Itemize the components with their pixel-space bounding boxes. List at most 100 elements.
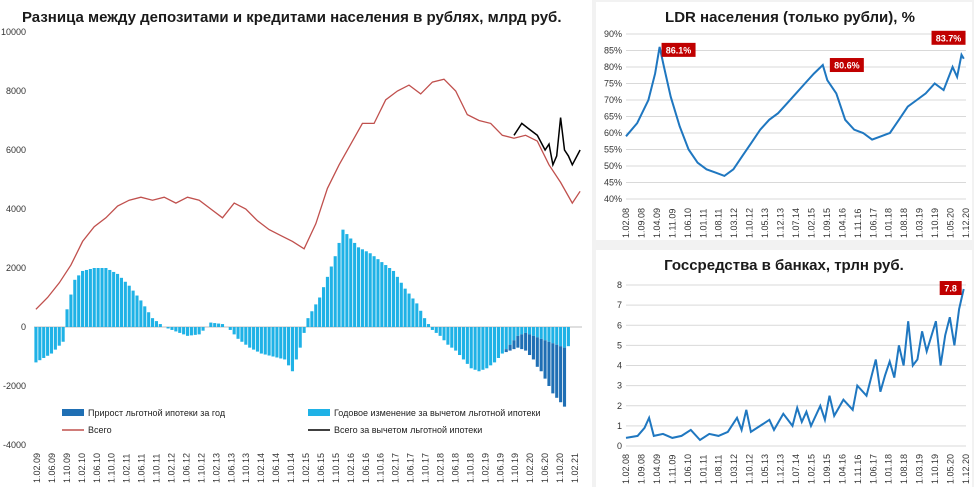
- xtick: 1.02.08: [621, 454, 631, 484]
- yoy-bar: [310, 311, 314, 327]
- yoy-bar: [298, 327, 302, 348]
- left-ytick: 2000: [6, 263, 26, 273]
- yoy-bar: [345, 234, 349, 327]
- xtick: 1.03.12: [729, 454, 739, 484]
- yoy-bar: [252, 327, 256, 350]
- left-ytick: 6000: [6, 145, 26, 155]
- left-xtick: 1.10.13: [241, 453, 251, 483]
- yoy-bar: [368, 253, 372, 327]
- left-xtick: 1.10.19: [510, 453, 520, 483]
- yoy-bar: [279, 327, 283, 359]
- xtick: 1.09.08: [636, 454, 646, 484]
- yoy-bar: [166, 327, 170, 329]
- left-xtick: 1.10.15: [331, 453, 341, 483]
- left-xtick: 1.06.17: [406, 453, 416, 483]
- left-ytick: 4000: [6, 204, 26, 214]
- left-ytick: 0: [21, 322, 26, 332]
- yoy-bar: [131, 290, 135, 327]
- yoy-bar: [353, 242, 357, 327]
- left-xtick: 1.02.09: [32, 453, 42, 483]
- yoy-bar: [96, 268, 100, 327]
- yoy-bar: [504, 327, 508, 350]
- yoy-bar: [527, 327, 532, 335]
- yoy-bar: [314, 304, 318, 327]
- left-xtick: 1.06.14: [271, 453, 281, 483]
- yoy-bar: [178, 327, 182, 333]
- yoy-bar: [240, 327, 244, 342]
- yoy-bar: [201, 327, 205, 331]
- yoy-bar: [244, 327, 248, 345]
- yoy-bar: [294, 327, 298, 360]
- ytick: 6: [617, 320, 622, 330]
- yoy-bar: [116, 273, 120, 327]
- xtick: 1.01.11: [698, 209, 708, 238]
- xtick: 1.02.15: [806, 208, 816, 238]
- yoy-bar: [325, 276, 329, 327]
- left-xtick: 1.10.20: [555, 453, 565, 483]
- yoy-bar: [77, 275, 81, 327]
- legend-net: Всего за вычетом льготной ипотеки: [334, 425, 482, 435]
- ytick: 60%: [604, 128, 622, 138]
- xtick: 1.12.13: [776, 454, 786, 484]
- left-xtick: 1.02.13: [211, 453, 221, 483]
- xtick: 1.09.15: [822, 208, 832, 238]
- yoy-bar: [531, 327, 535, 336]
- yoy-bar: [84, 269, 89, 327]
- left-xtick: 1.02.11: [122, 454, 132, 483]
- value-badge: [829, 58, 864, 73]
- xtick: 1.10.19: [930, 208, 940, 238]
- xtick: 1.11.09: [667, 209, 677, 238]
- yoy-bar: [364, 251, 368, 327]
- mortgage-bar: [559, 346, 563, 403]
- xtick: 1.01.11: [698, 455, 708, 484]
- yoy-bar: [147, 312, 151, 327]
- left-ytick: -2000: [3, 381, 26, 391]
- yoy-bar: [34, 327, 38, 363]
- xtick: 1.01.18: [884, 454, 894, 484]
- left-xtick: 1.06.19: [495, 453, 505, 483]
- value-badge: [939, 281, 962, 296]
- left-xtick: 1.06.12: [181, 453, 191, 483]
- left-xtick: 1.06.15: [316, 453, 326, 483]
- yoy-bar: [434, 327, 438, 333]
- left-xtick: 1.06.09: [47, 453, 57, 483]
- yoy-bar: [411, 298, 415, 327]
- value-badge: [931, 30, 966, 45]
- yoy-bar: [485, 327, 489, 369]
- xtick: 1.02.15: [806, 454, 816, 484]
- mortgage-bar: [508, 344, 512, 351]
- yoy-bar: [100, 268, 104, 327]
- yoy-bar: [271, 327, 275, 357]
- left-xtick: 1.06.11: [137, 454, 147, 483]
- yoy-bar: [360, 249, 364, 327]
- ytick: 3: [617, 381, 622, 391]
- ytick: 75%: [604, 79, 622, 89]
- gov-panel: [596, 250, 972, 487]
- ldr-title: LDR населения (только рубли), %: [665, 9, 915, 26]
- yoy-bar: [302, 327, 306, 333]
- xtick: 1.06.17: [868, 454, 878, 484]
- yoy-bar: [539, 327, 543, 339]
- ytick: 0: [617, 441, 622, 451]
- yoy-bar: [189, 327, 193, 336]
- yoy-bar: [454, 327, 458, 351]
- gov-chart: Госсредства в банках, трлн руб. 8 7 6 5 4 3 2 1…: [617, 257, 971, 484]
- left-xtick: 1.02.12: [167, 453, 177, 483]
- ytick: 7: [617, 300, 622, 310]
- left-xtick: 1.02.18: [436, 453, 446, 483]
- yoy-bar: [547, 327, 551, 342]
- ytick: 85%: [604, 46, 622, 56]
- yoy-bar: [376, 259, 380, 327]
- mortgage-bar: [527, 334, 532, 356]
- mortgage-bar: [516, 335, 520, 348]
- yoy-bar: [403, 288, 407, 327]
- yoy-bar: [88, 268, 92, 327]
- mortgage-bar: [535, 337, 539, 367]
- yoy-bar: [104, 268, 108, 327]
- value-badge: [661, 42, 696, 57]
- xtick: 1.12.20: [961, 454, 971, 484]
- yoy-bar: [123, 281, 127, 327]
- value-badge-text: 83.7%: [936, 33, 962, 43]
- yoy-bar: [267, 327, 271, 356]
